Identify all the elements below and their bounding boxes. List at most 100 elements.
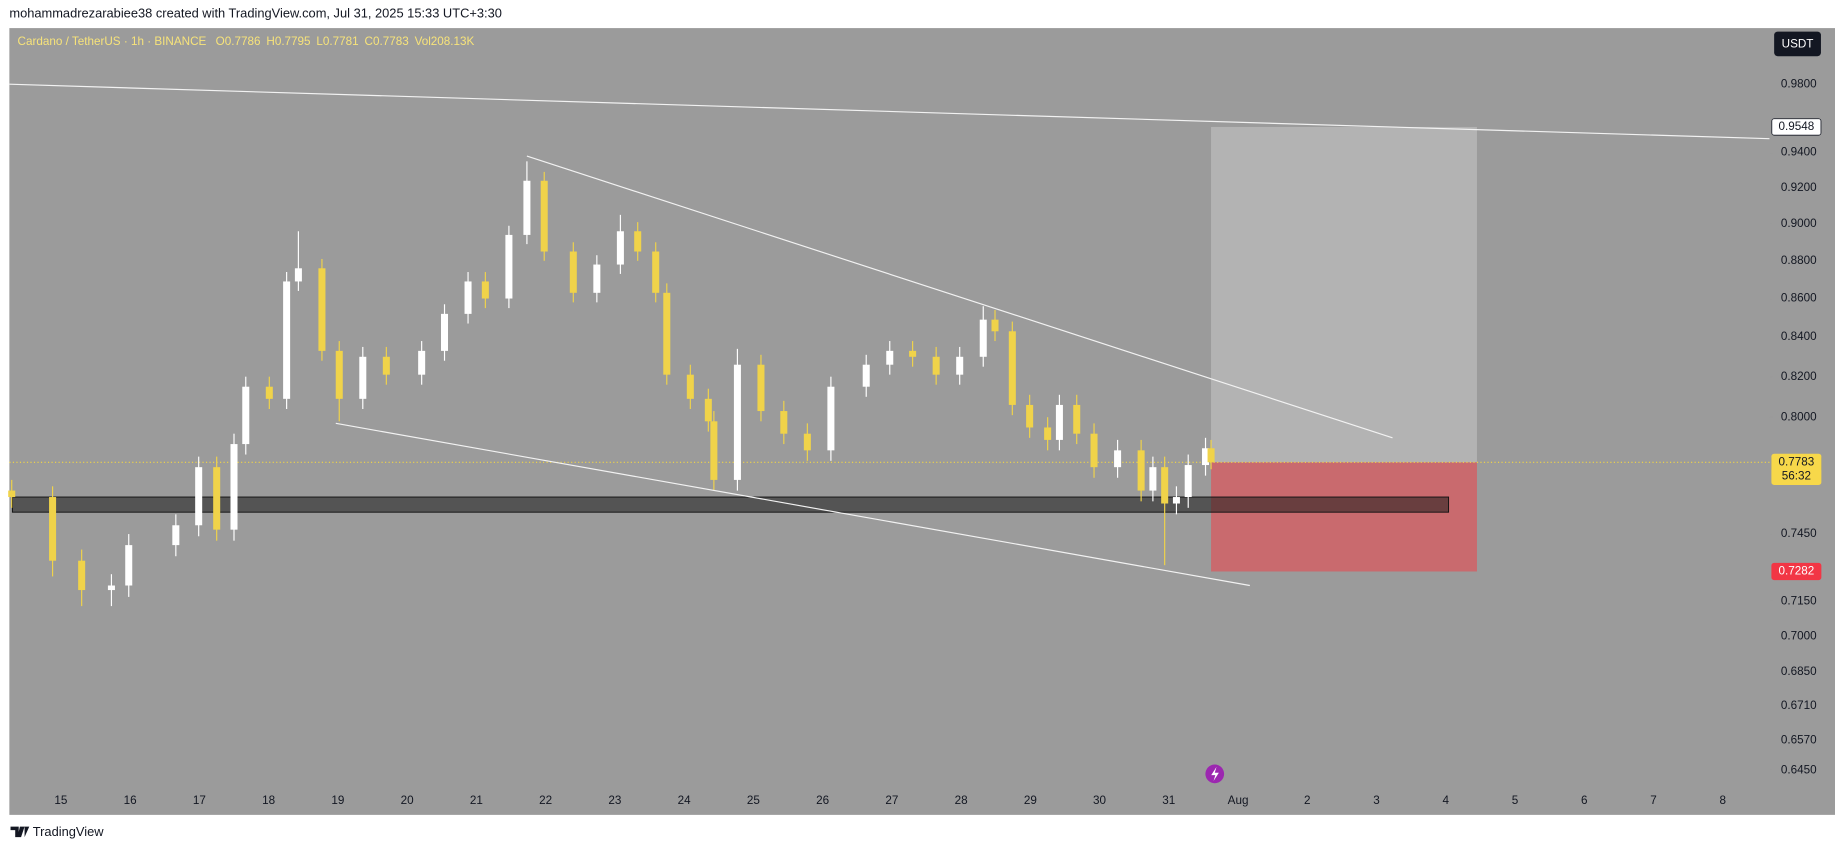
candle-body	[481, 281, 489, 299]
ohlc-label: L	[316, 35, 323, 48]
last-price-tag-box	[1771, 453, 1822, 485]
x-tick-label: 5	[1512, 794, 1519, 807]
x-tick-label: 18	[262, 794, 275, 807]
trend-line	[9, 83, 1770, 140]
trend-line	[335, 422, 1250, 587]
brand-name: TradingView	[33, 824, 104, 839]
candle-body	[780, 411, 788, 434]
trend-line	[526, 155, 1393, 439]
legend-text: Cardano / TetherUS · 1h · BINANCE O0.7786…	[18, 35, 475, 48]
candle-body	[733, 364, 741, 480]
candle-body	[1184, 465, 1192, 498]
y-tick-label: 0.7000	[1781, 629, 1817, 642]
candle-body	[1090, 433, 1098, 468]
target-zone	[1211, 126, 1477, 463]
candle-body	[464, 281, 472, 314]
y-tick-label: 0.6570	[1781, 733, 1817, 746]
currency-button[interactable]	[1774, 31, 1821, 57]
x-tick-label: 16	[124, 794, 137, 807]
candle-body	[418, 350, 426, 375]
candle-body	[757, 364, 765, 412]
candle-body	[979, 319, 987, 357]
candle-body	[265, 386, 273, 399]
y-tick-label: 0.8800	[1781, 254, 1817, 267]
x-tick-label: 21	[470, 794, 483, 807]
candle-body	[956, 356, 964, 375]
ohlc-value: 0.7786	[225, 35, 261, 48]
event-icon-bolt	[1211, 766, 1219, 781]
candle-body	[1026, 404, 1034, 428]
symbol-name: Cardano / TetherUS · 1h · BINANCE	[18, 35, 207, 48]
x-tick-label: 27	[885, 794, 898, 807]
candle-body	[294, 268, 302, 282]
candle-body	[652, 251, 660, 293]
candle-body	[49, 497, 57, 561]
candle-body	[78, 560, 86, 591]
candle-body	[1137, 450, 1145, 491]
x-tick-label: 22	[539, 794, 552, 807]
x-tick-label: 29	[1024, 794, 1037, 807]
candle-body	[886, 350, 894, 365]
stop-price-tag-box	[1771, 562, 1822, 581]
symbol-legend: Cardano / TetherUS · 1h · BINANCE O0.7786…	[18, 35, 475, 48]
x-tick-label: 24	[678, 794, 691, 807]
x-tick-label: 6	[1581, 794, 1588, 807]
y-tick-label: 0.7450	[1781, 527, 1817, 540]
ohlc-value: 0.7795	[275, 35, 311, 48]
author-line: mohammadrezarabiee38 created with Tradin…	[9, 5, 502, 20]
ohlc-label: C	[365, 35, 373, 48]
target-price-tag-box	[1771, 118, 1822, 136]
x-tick-label: 7	[1650, 794, 1657, 807]
y-tick-label: 0.9200	[1781, 181, 1817, 194]
candle-body	[1008, 331, 1016, 405]
y-tick-label: 0.8200	[1781, 370, 1817, 383]
candle-body	[505, 234, 513, 299]
candle-body	[1172, 497, 1180, 504]
ohlc-label: H	[266, 35, 274, 48]
candle-body	[540, 180, 548, 252]
x-tick-label: 17	[193, 794, 206, 807]
support-zone	[11, 496, 1450, 513]
candle-body	[318, 268, 326, 351]
candle-body	[230, 444, 238, 530]
candle-body	[172, 525, 180, 546]
y-tick-label: 0.8000	[1781, 410, 1817, 423]
y-tick-label: 0.6850	[1781, 665, 1817, 678]
candle-body	[1207, 448, 1215, 463]
x-tick-label: 23	[608, 794, 621, 807]
candle-body	[283, 281, 291, 399]
candle-body	[663, 292, 671, 375]
brand-logo	[10, 826, 30, 838]
candle-body	[932, 356, 940, 375]
ohlc-value: 0.7781	[323, 35, 359, 48]
last-price-tag: 0.7783	[1779, 455, 1815, 468]
candle-body	[242, 386, 250, 445]
candle-body	[8, 490, 16, 498]
candle-body	[195, 467, 203, 526]
candle-body	[1073, 404, 1081, 434]
currency-label[interactable]: USDT	[1782, 38, 1814, 51]
candle-body	[686, 374, 694, 399]
candle-body	[593, 264, 601, 293]
y-tick-label: 0.6710	[1781, 699, 1817, 712]
volume-label: Vol	[415, 35, 431, 48]
candle-body	[440, 313, 449, 351]
candle-body	[1202, 448, 1210, 466]
candle-body	[1161, 467, 1169, 504]
y-tick-label: 0.8600	[1781, 292, 1817, 305]
candle-body	[803, 433, 811, 451]
y-tick-label: 0.7150	[1781, 595, 1817, 608]
x-tick-label: 19	[331, 794, 344, 807]
y-tick-label: 0.9800	[1781, 77, 1817, 90]
candle-body	[991, 319, 999, 332]
candle-body	[827, 386, 835, 451]
candle-body	[616, 231, 624, 265]
candle-body	[125, 545, 133, 586]
candle-body	[382, 356, 390, 375]
candle-body	[523, 180, 531, 235]
target-price-tag: 0.9548	[1779, 120, 1815, 133]
x-tick-label: 28	[955, 794, 968, 807]
candle-body	[704, 398, 712, 422]
candle-body	[107, 585, 115, 591]
